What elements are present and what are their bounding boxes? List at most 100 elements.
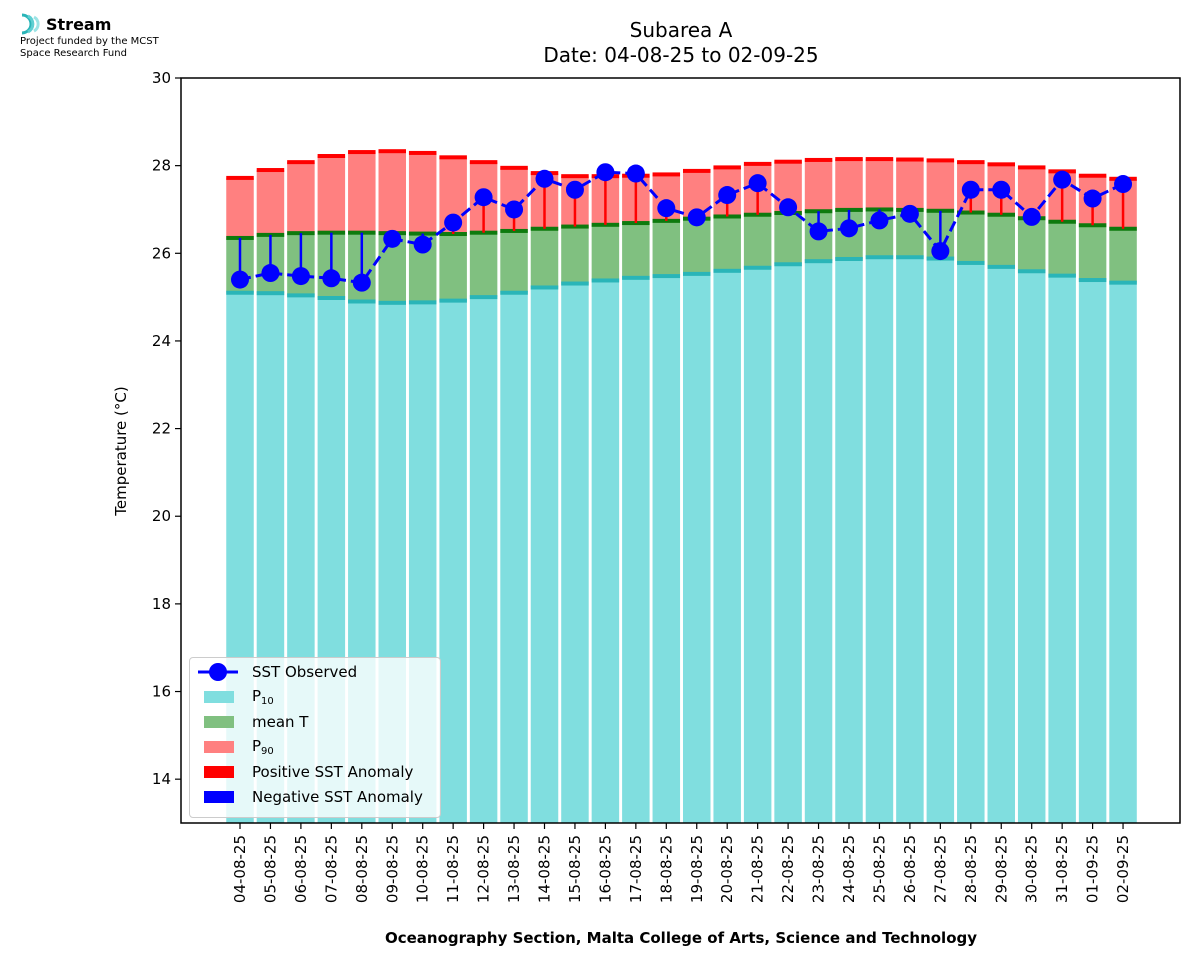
bar-p90-cap (987, 162, 1015, 167)
bar-p10-cap (469, 295, 498, 300)
bar-p90 (378, 151, 406, 234)
legend-item-mean-t: mean T (190, 711, 308, 733)
sst-observed-point (840, 219, 858, 238)
sst-observed-point (900, 204, 919, 223)
bar-p90-cap (1017, 165, 1046, 170)
x-tick-label: 09-08-25 (383, 835, 401, 903)
y-axis: 14 16 18 20 22 24 26 28 30 (152, 69, 181, 788)
x-tick-label: 05-08-25 (261, 835, 279, 903)
bar-p10 (713, 270, 741, 824)
legend-swatch-mean-t (198, 711, 238, 733)
bar-p90-cap (652, 172, 681, 177)
sst-observed-point (413, 235, 432, 254)
legend-label-p10: P10 (252, 687, 274, 707)
bar-p10 (774, 264, 802, 823)
logo-name: Stream (46, 14, 112, 34)
bar-mean-t (987, 214, 1015, 267)
bar-p10-cap (561, 281, 589, 286)
bar-p90 (348, 152, 376, 233)
x-tick-label: 14-08-25 (536, 835, 554, 903)
legend-swatch-negative-anomaly (198, 786, 238, 808)
y-tick-label: 28 (152, 157, 171, 175)
bar-mean-t (1048, 221, 1076, 276)
x-tick-label: 24-08-25 (840, 835, 858, 903)
bar-p90-cap (469, 160, 498, 165)
x-tick-label: 02-09-25 (1114, 835, 1132, 903)
y-tick-label: 16 (152, 683, 171, 701)
legend-swatch-p90 (198, 736, 238, 758)
y-tick-label: 30 (152, 69, 171, 87)
bar-p10-cap (743, 265, 772, 270)
bar-p90 (408, 152, 437, 234)
bar-p90-cap (561, 174, 589, 179)
chart-title: Subarea A (630, 18, 733, 42)
bar-p10-cap (804, 259, 833, 264)
x-axis: 04-08-25 05-08-25 06-08-25 07-08-25 08-08-25… (231, 823, 1132, 903)
x-tick-label: 12-08-25 (475, 835, 493, 903)
bar-p90-cap (439, 155, 467, 160)
plot-frame (180, 77, 1181, 824)
stream-waves-icon (21, 13, 40, 35)
bar-p10 (743, 267, 772, 824)
x-tick-label: 27-08-25 (931, 835, 949, 903)
bar-p10-cap (1109, 280, 1137, 285)
sst-observed-point (809, 222, 828, 241)
sst-observed-point (961, 180, 980, 199)
x-tick-label: 07-08-25 (322, 835, 340, 903)
bar-p10 (530, 287, 559, 824)
x-tick-label: 23-08-25 (810, 835, 828, 903)
bar-p10-cap (865, 255, 894, 260)
y-axis-label: Temperature (°C) (112, 386, 130, 516)
x-tick-label: 08-08-25 (353, 835, 371, 903)
sst-observed-point (261, 264, 280, 283)
x-tick-label: 01-09-25 (1084, 835, 1102, 903)
legend-label-mean-t: mean T (252, 713, 309, 731)
bar-p10 (1078, 280, 1107, 823)
bar-p90 (896, 159, 924, 210)
bar-p90-cap (683, 168, 711, 173)
x-tick-label: 06-08-25 (292, 835, 310, 903)
sst-observed-point (352, 273, 371, 292)
sst-observed-point (1022, 207, 1041, 226)
logo-funding-line-2: Space Research Fund (20, 48, 127, 59)
bar-p10-cap (591, 278, 620, 283)
bar-p10-cap (348, 299, 376, 304)
x-tick-label: 28-08-25 (962, 835, 980, 903)
legend-item-sst-observed: SST Observed (190, 661, 357, 683)
sst-observed-point (1114, 175, 1133, 194)
bar-p10 (1017, 271, 1046, 823)
bar-mean-t (591, 224, 620, 281)
bar-mean-t (561, 226, 589, 284)
bar-mean-t (1078, 225, 1107, 281)
bar-mean-t (774, 212, 802, 265)
bar-p10-cap (408, 300, 437, 305)
bar-p10-cap (835, 256, 863, 261)
legend-swatch-positive-anomaly (198, 761, 238, 783)
bar-p10 (865, 257, 894, 823)
x-tick-label: 20-08-25 (718, 835, 736, 903)
bar-p90-cap (256, 168, 285, 173)
bar-p90 (865, 159, 894, 210)
sst-observed-point (718, 186, 737, 205)
x-tick-label: 11-08-25 (444, 835, 462, 903)
x-axis-label: Oceanography Section, Malta College of A… (385, 929, 977, 947)
bar-mean-t (530, 228, 559, 288)
bar-p10-cap (1078, 278, 1107, 283)
y-tick-label: 14 (152, 770, 171, 788)
bar-p10 (439, 300, 467, 823)
sst-observed-point (1083, 189, 1102, 208)
bar-p10 (469, 297, 498, 823)
bar-p10 (926, 258, 955, 823)
bar-p10 (896, 257, 924, 823)
sst-observed-point (687, 208, 706, 227)
bar-mean-t (652, 220, 681, 277)
legend-item-positive-anomaly: Positive SST Anomaly (190, 761, 413, 783)
x-tick-label: 25-08-25 (870, 835, 888, 903)
sst-observed-point (535, 169, 554, 188)
bar-p10 (835, 258, 863, 823)
bar-p90 (835, 159, 863, 210)
x-tick-label: 18-08-25 (657, 835, 675, 903)
bar-p90-cap (774, 159, 802, 164)
bar-p90-cap (1078, 173, 1107, 178)
